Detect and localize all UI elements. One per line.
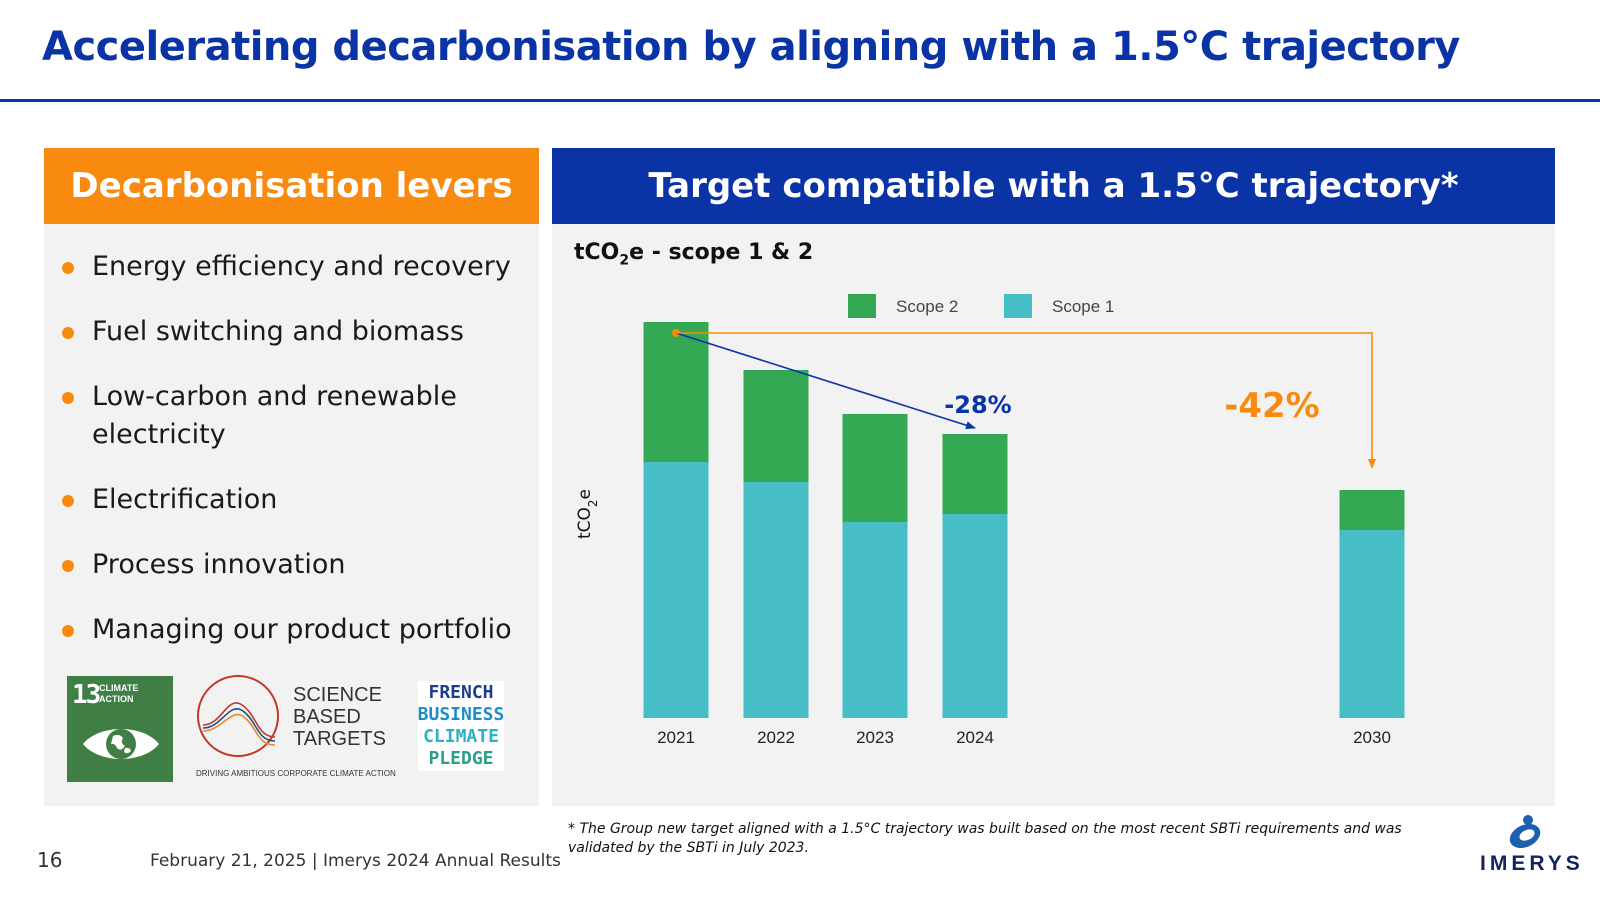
- lever-label: Electrification: [92, 484, 278, 515]
- target-2030-arrow: [676, 332, 1376, 469]
- lever-label: Managing our product portfolio: [92, 614, 512, 645]
- bullet-icon: [62, 495, 74, 507]
- legend-label: Scope 2: [896, 297, 958, 316]
- chart-caption: tCO2e - scope 1 & 2: [574, 240, 813, 268]
- caption-text: e - scope 1 & 2: [629, 240, 814, 265]
- french-business-climate-pledge-logo: FRENCH BUSINESS CLIMATE PLEDGE: [418, 681, 504, 771]
- x-tick-label: 2023: [856, 728, 894, 747]
- caption-text: tCO: [574, 240, 620, 265]
- x-tick-label: 2021: [657, 728, 695, 747]
- chart-legend: Scope 2 Scope 1: [848, 294, 1114, 318]
- sdg-number: 13: [72, 680, 101, 710]
- sbt-tagline: DRIVING AMBITIOUS CORPORATE CLIMATE ACTI…: [196, 769, 396, 778]
- brand-wordmark: IMERYS: [1480, 852, 1584, 875]
- sbt-wordmark: SCIENCE BASED TARGETS: [293, 684, 386, 750]
- y-axis-label-part: e: [575, 489, 595, 499]
- sbt-word: SCIENCE: [293, 684, 382, 706]
- sdg-climate-action-logo: 13 CLIMATE ACTION: [67, 676, 173, 782]
- target-heading: Target compatible with a 1.5°C trajector…: [552, 148, 1555, 224]
- bar-scope-1-2022: [743, 482, 809, 718]
- sbt-curves-icon: [202, 702, 276, 746]
- bullet-icon: [62, 327, 74, 339]
- bullet-icon: [62, 262, 74, 274]
- lever-item: Managing our product portfolio: [60, 611, 530, 649]
- eye-globe-icon: [83, 729, 159, 759]
- chart-annotations: -28% -42%: [672, 329, 1376, 469]
- y-axis-label-part: 2: [586, 499, 600, 507]
- imerys-logo: IMERYS: [1478, 812, 1580, 876]
- bar-scope-1-2023: [842, 522, 908, 718]
- fbcp-line: PLEDGE: [428, 748, 494, 769]
- page-title: Accelerating decarbonisation by aligning…: [42, 24, 1460, 70]
- sbt-word: BASED: [293, 706, 361, 728]
- lever-label: Fuel switching and biomass: [92, 316, 464, 347]
- bar-scope-2-2022: [743, 370, 809, 482]
- title-divider: [0, 99, 1600, 102]
- y-axis-label-part: tCO: [575, 507, 595, 539]
- bar-scope-1-2030: [1339, 530, 1405, 718]
- legend-swatch: [1004, 294, 1032, 318]
- lever-label: Low-carbon and renewable electricity: [92, 381, 457, 450]
- lever-label: Process innovation: [92, 549, 346, 580]
- sbt-word: TARGETS: [293, 728, 386, 750]
- fbcp-line: FRENCH: [428, 682, 494, 703]
- lever-item: Fuel switching and biomass: [60, 313, 530, 351]
- legend-label: Scope 1: [1052, 297, 1114, 316]
- imerys-mark-icon: [1509, 815, 1541, 849]
- lever-label: Energy efficiency and recovery: [92, 251, 511, 282]
- bullet-icon: [62, 392, 74, 404]
- footer-text: February 21, 2025 | Imerys 2024 Annual R…: [150, 851, 561, 871]
- lever-item: Process innovation: [60, 546, 530, 584]
- bar-scope-1-2021: [643, 462, 709, 718]
- bar-scope-1-2024: [942, 514, 1008, 718]
- bar-scope-2-2030: [1339, 490, 1405, 530]
- reduction-2024-arrow: [675, 332, 976, 430]
- bullet-icon: [62, 625, 74, 637]
- lever-item: Energy efficiency and recovery: [60, 248, 530, 286]
- bars-layer: [643, 322, 1405, 718]
- bar-scope-2-2024: [942, 434, 1008, 514]
- caption-subscript: 2: [619, 252, 630, 269]
- fbcp-line: BUSINESS: [417, 704, 505, 725]
- fbcp-line: CLIMATE: [423, 726, 499, 747]
- legend-swatch: [848, 294, 876, 318]
- sdg-label: CLIMATE ACTION: [99, 683, 139, 704]
- bar-scope-2-2023: [842, 414, 908, 522]
- x-tick-label: 2024: [956, 728, 994, 747]
- x-tick-label: 2022: [757, 728, 795, 747]
- bar-scope-2-2021: [643, 322, 709, 462]
- x-tick-label: 2030: [1353, 728, 1391, 747]
- x-tick-labels: 2021 2022 2023 2024 2030: [657, 728, 1391, 747]
- lever-item: Electrification: [60, 481, 530, 519]
- emissions-chart: 2021 2022 2023 2024 2030 Scope 2 Scope 1 -28%…: [575, 294, 1405, 747]
- reduction-2024-label: -28%: [944, 391, 1011, 419]
- page-number: 16: [37, 848, 63, 872]
- bullet-icon: [62, 560, 74, 572]
- lever-item: Low-carbon and renewable electricity: [60, 378, 530, 454]
- sbt-circle-icon: [197, 675, 279, 757]
- science-based-targets-logo: SCIENCE BASED TARGETS DRIVING AMBITIOUS …: [193, 672, 396, 782]
- levers-heading: Decarbonisation levers: [44, 148, 539, 224]
- target-2030-label: -42%: [1224, 386, 1320, 426]
- levers-list: Energy efficiency and recovery Fuel swit…: [60, 248, 530, 676]
- y-axis-label: tCO2e: [575, 489, 600, 539]
- footnote: * The Group new target aligned with a 1.…: [568, 821, 1402, 856]
